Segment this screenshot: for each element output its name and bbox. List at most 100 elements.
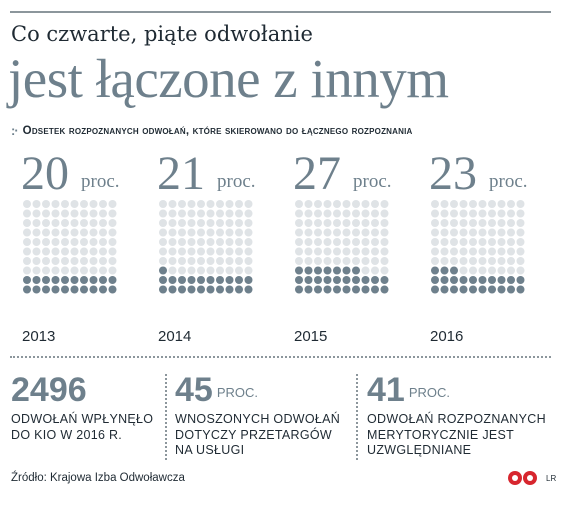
waffle-dot-empty — [80, 209, 88, 218]
waffle-dot-empty — [459, 200, 468, 208]
waffle-dot-filled — [507, 285, 515, 294]
waffle-dot-empty — [342, 219, 351, 227]
year-label: 2016 — [430, 328, 463, 345]
waffle-dot-filled — [70, 276, 79, 284]
waffle-dot-empty — [51, 257, 60, 265]
waffle-dot-empty — [431, 209, 439, 218]
waffle-dot-empty — [516, 247, 525, 256]
waffle-dot-filled — [431, 266, 439, 275]
waffle-dot-empty — [352, 200, 360, 208]
waffle-dot-empty — [469, 257, 477, 265]
chart-subtitle: Odsetek rozpoznanych odwołań, które skie… — [22, 124, 413, 137]
waffle-dot-empty — [516, 238, 525, 246]
waffle-dot-empty — [99, 200, 107, 208]
waffle-dot-empty — [371, 228, 379, 237]
waffle-dot-empty — [32, 247, 41, 256]
waffle-dot-empty — [497, 200, 506, 208]
waffle-dot-empty — [431, 238, 439, 246]
waffle-dot-empty — [450, 209, 458, 218]
waffle-dot-empty — [304, 247, 313, 256]
waffle-dot-empty — [225, 228, 234, 237]
waffle-dot-empty — [488, 266, 496, 275]
waffle-dot-empty — [361, 257, 370, 265]
waffle-dot-filled — [216, 285, 224, 294]
waffle-dot-filled — [459, 285, 468, 294]
waffle-dot-empty — [478, 228, 487, 237]
waffle-dot-filled — [108, 285, 117, 294]
waffle-dot-empty — [497, 266, 506, 275]
waffle-dot-filled — [440, 266, 449, 275]
waffle-dot-empty — [61, 266, 69, 275]
waffle-dot-empty — [168, 219, 177, 227]
waffle-dot-empty — [459, 257, 468, 265]
author-initials: LR — [546, 473, 557, 483]
stat-separator — [165, 374, 167, 460]
waffle-dot-empty — [342, 247, 351, 256]
waffle-dot-empty — [235, 238, 243, 246]
waffle-chart: 20 proc. 2013 21 proc. 2014 27 proc. 2015 23 proc.… — [21, 147, 528, 345]
waffle-dot-empty — [51, 266, 60, 275]
waffle-dot-empty — [304, 228, 313, 237]
waffle-dot-empty — [352, 209, 360, 218]
waffle-dot-empty — [89, 266, 98, 275]
waffle-dot-filled — [89, 276, 98, 284]
waffle-dot-empty — [99, 219, 107, 227]
waffle-dot-filled — [450, 276, 458, 284]
waffle-dot-empty — [206, 266, 215, 275]
waffle-dot-empty — [61, 209, 69, 218]
waffle-dot-empty — [178, 257, 186, 265]
waffle-dot-empty — [80, 219, 88, 227]
waffle-dot-empty — [478, 200, 487, 208]
waffle-dot-empty — [507, 219, 515, 227]
waffle-dot-empty — [244, 219, 253, 227]
waffle-dot-empty — [431, 219, 439, 227]
waffle-dot-empty — [99, 257, 107, 265]
waffle-dot-empty — [216, 219, 224, 227]
waffle-dot-empty — [361, 219, 370, 227]
waffle-dot-filled — [99, 276, 107, 284]
waffle-dot-empty — [478, 209, 487, 218]
page-title-line1: Co czwarte, piąte odwołanie — [11, 22, 313, 46]
waffle-dot-empty — [225, 247, 234, 256]
waffle-dot-empty — [197, 219, 205, 227]
waffle-dot-empty — [178, 238, 186, 246]
waffle-dot-filled — [32, 276, 41, 284]
waffle-dot-empty — [450, 247, 458, 256]
waffle-dot-filled — [42, 276, 50, 284]
waffle-dot-empty — [168, 238, 177, 246]
waffle-dot-filled — [488, 285, 496, 294]
waffle-dot-empty — [235, 247, 243, 256]
stat-block-appeals: 2496 ODWOŁAŃ WPŁYNĘŁO DO KIO W 2016 R. — [11, 370, 153, 443]
waffle-dot-empty — [235, 219, 243, 227]
waffle-dot-filled — [459, 276, 468, 284]
value-label: 21 — [157, 147, 205, 200]
waffle-dot-empty — [244, 238, 253, 246]
publisher-logo-icon — [508, 471, 522, 485]
waffle-dot-empty — [80, 257, 88, 265]
waffle-dot-empty — [488, 228, 496, 237]
waffle-dot-filled — [51, 285, 60, 294]
year-label: 2015 — [294, 328, 327, 345]
waffle-dot-empty — [225, 219, 234, 227]
waffle-dot-filled — [89, 285, 98, 294]
waffle-dot-filled — [314, 276, 322, 284]
waffle-dot-empty — [516, 209, 525, 218]
waffle-dot-filled — [323, 276, 332, 284]
waffle-dot-empty — [61, 219, 69, 227]
section-divider — [10, 356, 551, 358]
waffle-dot-filled — [342, 276, 351, 284]
source-note: Źródło: Krajowa Izba Odwoławcza — [11, 472, 185, 484]
waffle-dot-empty — [478, 257, 487, 265]
value-label: 27 — [293, 147, 341, 200]
waffle-dot-empty — [314, 228, 322, 237]
waffle-dot-empty — [440, 219, 449, 227]
waffle-dot-empty — [89, 209, 98, 218]
waffle-dot-empty — [42, 219, 50, 227]
waffle-dot-empty — [450, 228, 458, 237]
subtitle-marker-icon: :· — [11, 123, 19, 138]
waffle-dot-empty — [51, 238, 60, 246]
waffle-dot-filled — [108, 276, 117, 284]
waffle-dot-empty — [380, 238, 389, 246]
waffle-dot-empty — [99, 238, 107, 246]
waffle-dot-empty — [244, 228, 253, 237]
